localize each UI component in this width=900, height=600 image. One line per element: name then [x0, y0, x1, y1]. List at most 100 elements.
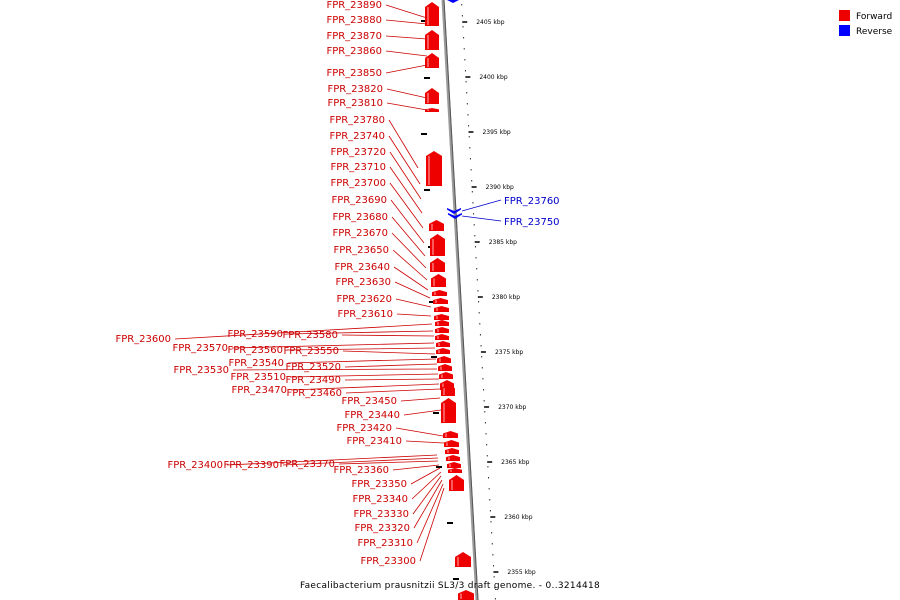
forward-gene-glyph[interactable] [445, 448, 459, 454]
forward-gene-leader [341, 334, 435, 337]
track-marker [429, 301, 435, 303]
forward-gene-label[interactable]: FPR_23460 [286, 388, 342, 399]
forward-gene-label[interactable]: FPR_23520 [285, 362, 341, 373]
forward-gene-glyph[interactable] [434, 306, 449, 312]
forward-gene-glyph[interactable] [435, 334, 449, 340]
scale-tick-label: 2370 kbp [498, 404, 526, 411]
forward-gene-label[interactable]: FPR_23370 [279, 459, 335, 470]
forward-gene-label[interactable]: FPR_23890 [326, 0, 382, 11]
forward-gene-label[interactable]: FPR_23780 [329, 115, 385, 126]
forward-gene-glyph[interactable] [432, 290, 447, 296]
forward-gene-label[interactable]: FPR_23810 [327, 98, 383, 109]
forward-gene-label[interactable]: FPR_23580 [282, 330, 338, 341]
reverse-gene-glyph[interactable] [447, 0, 459, 3]
forward-gene-glyph[interactable] [458, 590, 474, 600]
forward-gene-glyph[interactable] [425, 53, 439, 68]
forward-gene-label[interactable]: FPR_23860 [326, 46, 382, 57]
forward-gene-label[interactable]: FPR_23340 [352, 494, 408, 505]
forward-gene-label[interactable]: FPR_23470 [231, 385, 287, 396]
forward-gene-label[interactable]: FPR_23850 [326, 68, 382, 79]
forward-gene-glyph[interactable] [441, 384, 455, 396]
forward-gene-label[interactable]: FPR_23570 [172, 343, 228, 354]
forward-gene-glyph[interactable] [448, 468, 462, 473]
forward-gene-glyph[interactable] [446, 455, 460, 461]
forward-gene-label[interactable]: FPR_23650 [333, 245, 389, 256]
forward-gene-label[interactable]: FPR_23740 [329, 131, 385, 142]
forward-gene-label[interactable]: FPR_23720 [330, 147, 386, 158]
forward-gene-leader [286, 330, 434, 335]
forward-gene-glyph[interactable] [435, 320, 449, 326]
forward-gene-label[interactable]: FPR_23350 [351, 479, 407, 490]
scale-dot [484, 422, 486, 424]
forward-gene-label[interactable]: FPR_23530 [173, 365, 229, 376]
forward-gene-label[interactable]: FPR_23510 [230, 372, 286, 383]
forward-gene-label[interactable]: FPR_23400 [167, 460, 223, 471]
scale-dot [482, 378, 484, 380]
legend-swatch [839, 10, 850, 21]
forward-gene-glyph[interactable] [444, 440, 459, 447]
forward-gene-glyph[interactable] [449, 475, 464, 491]
forward-gene-glyph[interactable] [439, 372, 453, 379]
reverse-gene-label[interactable]: FPR_23750 [504, 217, 560, 228]
forward-gene-glyph[interactable] [433, 298, 448, 304]
forward-gene-glyph[interactable] [435, 327, 449, 333]
forward-gene-label[interactable]: FPR_23700 [330, 178, 386, 189]
forward-gene-label[interactable]: FPR_23690 [331, 195, 387, 206]
forward-gene-glyph[interactable] [436, 341, 450, 347]
forward-gene-label[interactable]: FPR_23880 [326, 15, 382, 26]
forward-gene-label[interactable]: FPR_23300 [360, 556, 416, 567]
reverse-gene-glyph[interactable] [447, 208, 461, 214]
reverse-gene-glyph[interactable] [448, 213, 462, 219]
forward-gene-label[interactable]: FPR_23550 [283, 346, 339, 357]
forward-gene-label[interactable]: FPR_23440 [344, 410, 400, 421]
forward-gene-glyph[interactable] [443, 431, 458, 438]
scale-dot [493, 576, 495, 578]
forward-gene-label[interactable]: FPR_23490 [285, 375, 341, 386]
forward-gene-glyph[interactable] [430, 234, 445, 256]
forward-gene-label[interactable]: FPR_23540 [228, 358, 284, 369]
scale-dot [484, 411, 486, 413]
scale-tick-label: 2365 kbp [501, 459, 529, 466]
forward-gene-label[interactable]: FPR_23420 [336, 423, 392, 434]
forward-gene-label[interactable]: FPR_23610 [337, 309, 393, 320]
forward-gene-label[interactable]: FPR_23710 [330, 162, 386, 173]
forward-gene-label[interactable]: FPR_23620 [336, 294, 392, 305]
forward-gene-glyph[interactable] [430, 258, 445, 272]
forward-gene-label[interactable]: FPR_23630 [335, 277, 391, 288]
forward-gene-label[interactable]: FPR_23320 [354, 523, 410, 534]
forward-gene-label[interactable]: FPR_23640 [334, 262, 390, 273]
forward-gene-label[interactable]: FPR_23680 [332, 212, 388, 223]
forward-gene-label[interactable]: FPR_23590 [227, 329, 283, 340]
scale-dot [494, 598, 496, 600]
forward-gene-label[interactable]: FPR_23410 [346, 436, 402, 447]
forward-gene-glyph[interactable] [425, 88, 439, 104]
forward-gene-label[interactable]: FPR_23390 [223, 460, 279, 471]
forward-gene-glyph[interactable] [425, 30, 439, 50]
scale-dot [491, 532, 493, 534]
forward-gene-glyph[interactable] [437, 356, 451, 363]
forward-gene-label[interactable]: FPR_23820 [327, 84, 383, 95]
reverse-gene-label[interactable]: FPR_23760 [504, 196, 560, 207]
forward-gene-glyph[interactable] [434, 314, 449, 320]
forward-gene-glyph[interactable] [438, 364, 452, 371]
forward-gene-label[interactable]: FPR_23330 [353, 509, 409, 520]
forward-gene-glyph[interactable] [431, 274, 446, 287]
forward-gene-label[interactable]: FPR_23450 [341, 396, 397, 407]
legend-label: Reverse [856, 27, 893, 37]
forward-gene-label[interactable]: FPR_23600 [115, 334, 171, 345]
forward-gene-glyph[interactable] [436, 348, 450, 354]
forward-gene-glyph[interactable] [425, 108, 439, 112]
forward-gene-label[interactable]: FPR_23360 [333, 465, 389, 476]
forward-gene-leader [385, 4, 428, 19]
forward-gene-glyph[interactable] [447, 462, 461, 468]
forward-gene-glyph[interactable] [429, 220, 444, 231]
forward-gene-glyph[interactable] [441, 398, 456, 423]
forward-gene-glyph[interactable] [455, 552, 471, 567]
forward-gene-glyph[interactable] [425, 2, 439, 26]
forward-gene-label[interactable]: FPR_23310 [357, 538, 413, 549]
legend-swatch [839, 25, 850, 36]
forward-gene-label[interactable]: FPR_23870 [326, 31, 382, 42]
forward-gene-label[interactable]: FPR_23670 [332, 228, 388, 239]
forward-gene-label[interactable]: FPR_23560 [227, 345, 283, 356]
forward-gene-glyph[interactable] [426, 151, 442, 186]
